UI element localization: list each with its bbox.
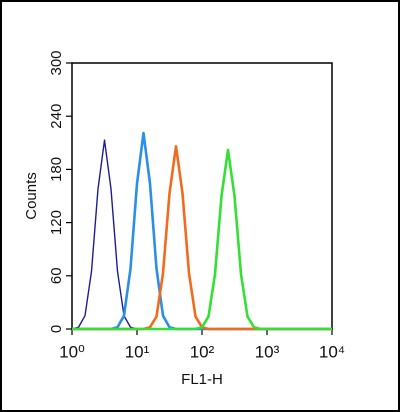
x-tick-label: 10² bbox=[190, 342, 215, 361]
y-tick-label: 240 bbox=[48, 104, 65, 129]
y-tick-label: 60 bbox=[48, 267, 65, 284]
y-tick-label: 0 bbox=[48, 325, 65, 333]
histogram-line bbox=[72, 148, 332, 331]
y-tick-label: 120 bbox=[48, 210, 65, 235]
x-tick-label: 10¹ bbox=[125, 342, 150, 361]
y-tick-label: 180 bbox=[48, 157, 65, 182]
x-tick-label: 10⁴ bbox=[319, 342, 345, 361]
y-axis-label: Counts bbox=[23, 172, 40, 220]
x-tick-label: 10⁰ bbox=[59, 342, 85, 361]
x-axis-label: FL1-H bbox=[181, 371, 223, 388]
y-tick-label: 300 bbox=[48, 50, 65, 75]
x-tick-label: 10³ bbox=[255, 342, 280, 361]
